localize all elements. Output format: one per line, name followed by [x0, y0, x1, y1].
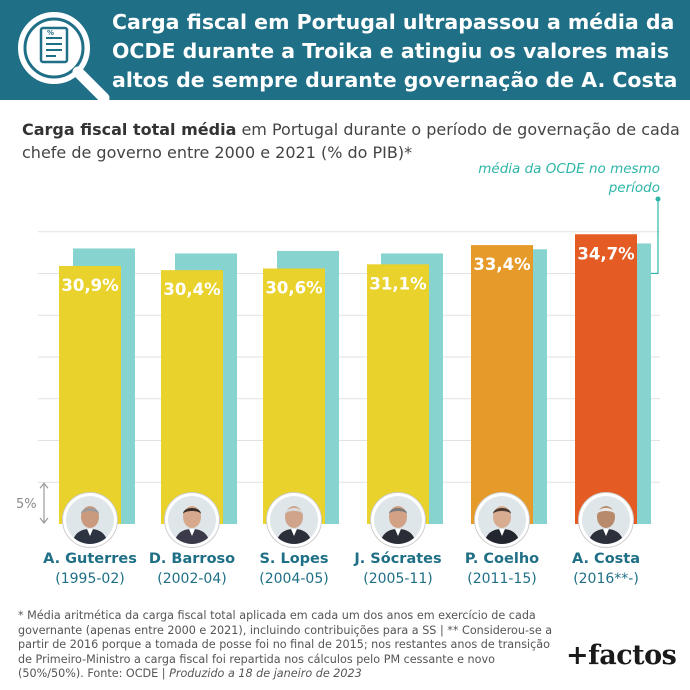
leader-period: (2016**-) — [573, 571, 639, 587]
footnote-produced: Produzido a 18 de janeiro de 2023 — [169, 667, 362, 681]
leader-period: (1995-02) — [55, 571, 125, 587]
page-title: Carga fiscal em Portugal ultrapassou a m… — [112, 10, 678, 92]
bar-value-label: 30,6% — [265, 278, 323, 297]
bar-value-label: 30,9% — [61, 276, 119, 295]
portugal-bar — [471, 245, 533, 525]
leader-name: D. Barroso — [148, 551, 236, 567]
subtitle-rest: em Portugal durante o período de governa… — [22, 120, 680, 162]
bar-value-label: 33,4% — [473, 255, 531, 274]
subtitle-bold: Carga fiscal total média — [22, 120, 237, 139]
footnote: * Média aritmética da carga fiscal total… — [18, 609, 563, 682]
leader-name: A. Costa — [572, 551, 640, 567]
portugal-bar — [161, 270, 223, 524]
leader-period: (2011-15) — [467, 571, 537, 587]
leader-portrait — [579, 493, 633, 547]
leader-portrait — [165, 493, 219, 547]
portugal-bar — [263, 268, 325, 524]
chart-subtitle: Carga fiscal total média em Portugal dur… — [22, 118, 682, 164]
header-banner: % Carga fiscal em Portugal ultrapassou a… — [0, 0, 690, 104]
leader-name: J. Sócrates — [354, 551, 442, 567]
brand-logo: +factos — [566, 640, 677, 671]
leader-period: (2004-05) — [259, 571, 329, 587]
oecd-legend-note: média da OCDE no mesmo período — [478, 161, 660, 196]
svg-text:%: % — [47, 29, 54, 37]
scale-label: 5% — [16, 497, 37, 512]
leader-period: (2005-11) — [363, 571, 433, 587]
leader-portrait — [475, 493, 529, 547]
leader-period: (2002-04) — [157, 571, 227, 587]
leader-portrait — [63, 493, 117, 547]
portugal-bar — [367, 264, 429, 524]
bar-value-label: 30,4% — [163, 280, 221, 299]
leader-portrait — [267, 493, 321, 547]
leader-name: A. Guterres — [43, 551, 137, 567]
portugal-bar — [575, 234, 637, 524]
bar-value-label: 34,7% — [577, 244, 635, 263]
bar-value-label: 31,1% — [369, 274, 427, 293]
portugal-bar — [59, 265, 121, 524]
footnote-text: * Média aritmética da carga fiscal total… — [18, 609, 553, 681]
scale-arrow-up — [39, 482, 49, 489]
scale-arrow-down — [39, 517, 49, 524]
leader-name: S. Lopes — [259, 551, 329, 567]
document-magnifier-icon: % — [18, 12, 110, 104]
leader-portrait — [371, 493, 425, 547]
leader-name: P. Coelho — [464, 551, 540, 567]
